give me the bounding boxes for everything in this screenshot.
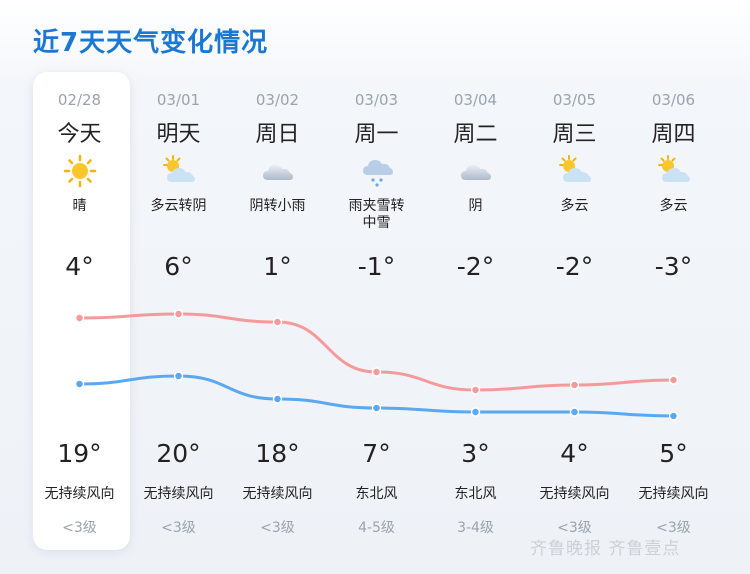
low-temp: 18° [255, 439, 300, 468]
day-condition: 雨夹雪转中雪 [348, 198, 405, 231]
low-temp: 3° [461, 439, 490, 468]
today-highlight-card [33, 72, 130, 550]
wind-level: 3-4级 [457, 520, 494, 536]
wind-direction: 无持续风向 [638, 486, 709, 502]
day-condition: 多云 [659, 198, 688, 214]
high-temp: -3° [654, 252, 693, 281]
high-temp: 1° [263, 252, 292, 281]
high-temp-point [569, 380, 580, 390]
day-condition: 多云 [560, 198, 589, 214]
low-temp-point [371, 403, 382, 413]
low-temp-point [272, 394, 283, 404]
wind-direction: 东北风 [454, 486, 497, 502]
day-date: 03/06 [651, 91, 696, 109]
wind-level: 4-5级 [358, 520, 395, 536]
watermark: 齐鲁晚报 齐鲁壹点 [530, 539, 681, 559]
sleet-icon [359, 154, 395, 188]
wind-level: <3级 [656, 520, 691, 536]
low-temp-point [74, 379, 85, 389]
partly-cloudy-icon [161, 154, 197, 188]
wind-level: <3级 [161, 520, 196, 536]
day-column: 03/05 周三多云 [525, 90, 624, 234]
wind-direction: 无持续风向 [539, 486, 610, 502]
page-title: 近7天天气变化情况 [33, 28, 269, 58]
wind-level: <3级 [557, 520, 592, 536]
high-temp: 4° [65, 252, 94, 281]
day-date: 03/04 [453, 91, 498, 109]
high-temp-line [79, 312, 674, 392]
day-date: 03/02 [255, 91, 300, 109]
cloud-icon [458, 154, 494, 188]
high-temp: -1° [357, 252, 396, 281]
day-date: 03/01 [156, 91, 201, 109]
day-condition: 阴 [468, 198, 483, 214]
wind-direction: 无持续风向 [242, 486, 313, 502]
low-temp: 20° [156, 439, 201, 468]
day-column: 03/01 明天多云转阴 [129, 90, 228, 234]
wind-level: <3级 [62, 520, 97, 536]
partly-cloudy-icon [557, 154, 593, 188]
day-column: 03/04 周二阴 [426, 90, 525, 234]
high-temp: -2° [555, 252, 594, 281]
day-date: 03/03 [354, 91, 399, 109]
day-weekday: 周三 [552, 122, 597, 147]
wind-direction: 无持续风向 [143, 486, 214, 502]
low-temp: 4° [560, 439, 589, 468]
low-temp-point [173, 371, 184, 381]
cloud-icon [260, 154, 296, 188]
low-temp: 5° [659, 439, 688, 468]
day-weekday: 周一 [354, 122, 399, 147]
high-temp-point [272, 317, 283, 327]
low-temp: 7° [362, 439, 391, 468]
high-temp-point [173, 309, 184, 319]
wind-direction: 东北风 [355, 486, 398, 502]
day-column: 03/02 周日阴转小雨 [228, 90, 327, 234]
low-temp-point [569, 407, 580, 417]
high-temp-point [470, 385, 481, 395]
high-temp-point [668, 375, 679, 385]
low-temp-point [668, 411, 679, 421]
high-temp: -2° [456, 252, 495, 281]
day-weekday: 周四 [651, 122, 696, 147]
day-condition: 多云转阴 [150, 198, 207, 214]
wind-level: <3级 [260, 520, 295, 536]
high-temp-point [74, 313, 85, 323]
day-weekday: 周日 [255, 122, 300, 147]
high-temp: 6° [164, 252, 193, 281]
day-column: 02/28 今天晴 [30, 90, 129, 234]
day-column: 03/06 周四多云 [624, 90, 723, 234]
day-date: 03/05 [552, 91, 597, 109]
day-condition: 阴转小雨 [249, 198, 306, 214]
day-condition: 晴 [72, 198, 87, 214]
day-column: 03/03 周一雨夹雪转中雪 [327, 90, 426, 234]
day-weekday: 今天 [57, 122, 102, 147]
day-date: 02/28 [57, 91, 102, 109]
day-weekday: 周二 [453, 122, 498, 147]
sun-icon [62, 154, 98, 188]
wind-direction: 无持续风向 [44, 486, 115, 502]
low-temp: 19° [57, 439, 102, 468]
day-weekday: 明天 [156, 122, 201, 147]
high-temp-point [371, 367, 382, 377]
low-temp-point [470, 407, 481, 417]
partly-cloudy-icon [656, 154, 692, 188]
